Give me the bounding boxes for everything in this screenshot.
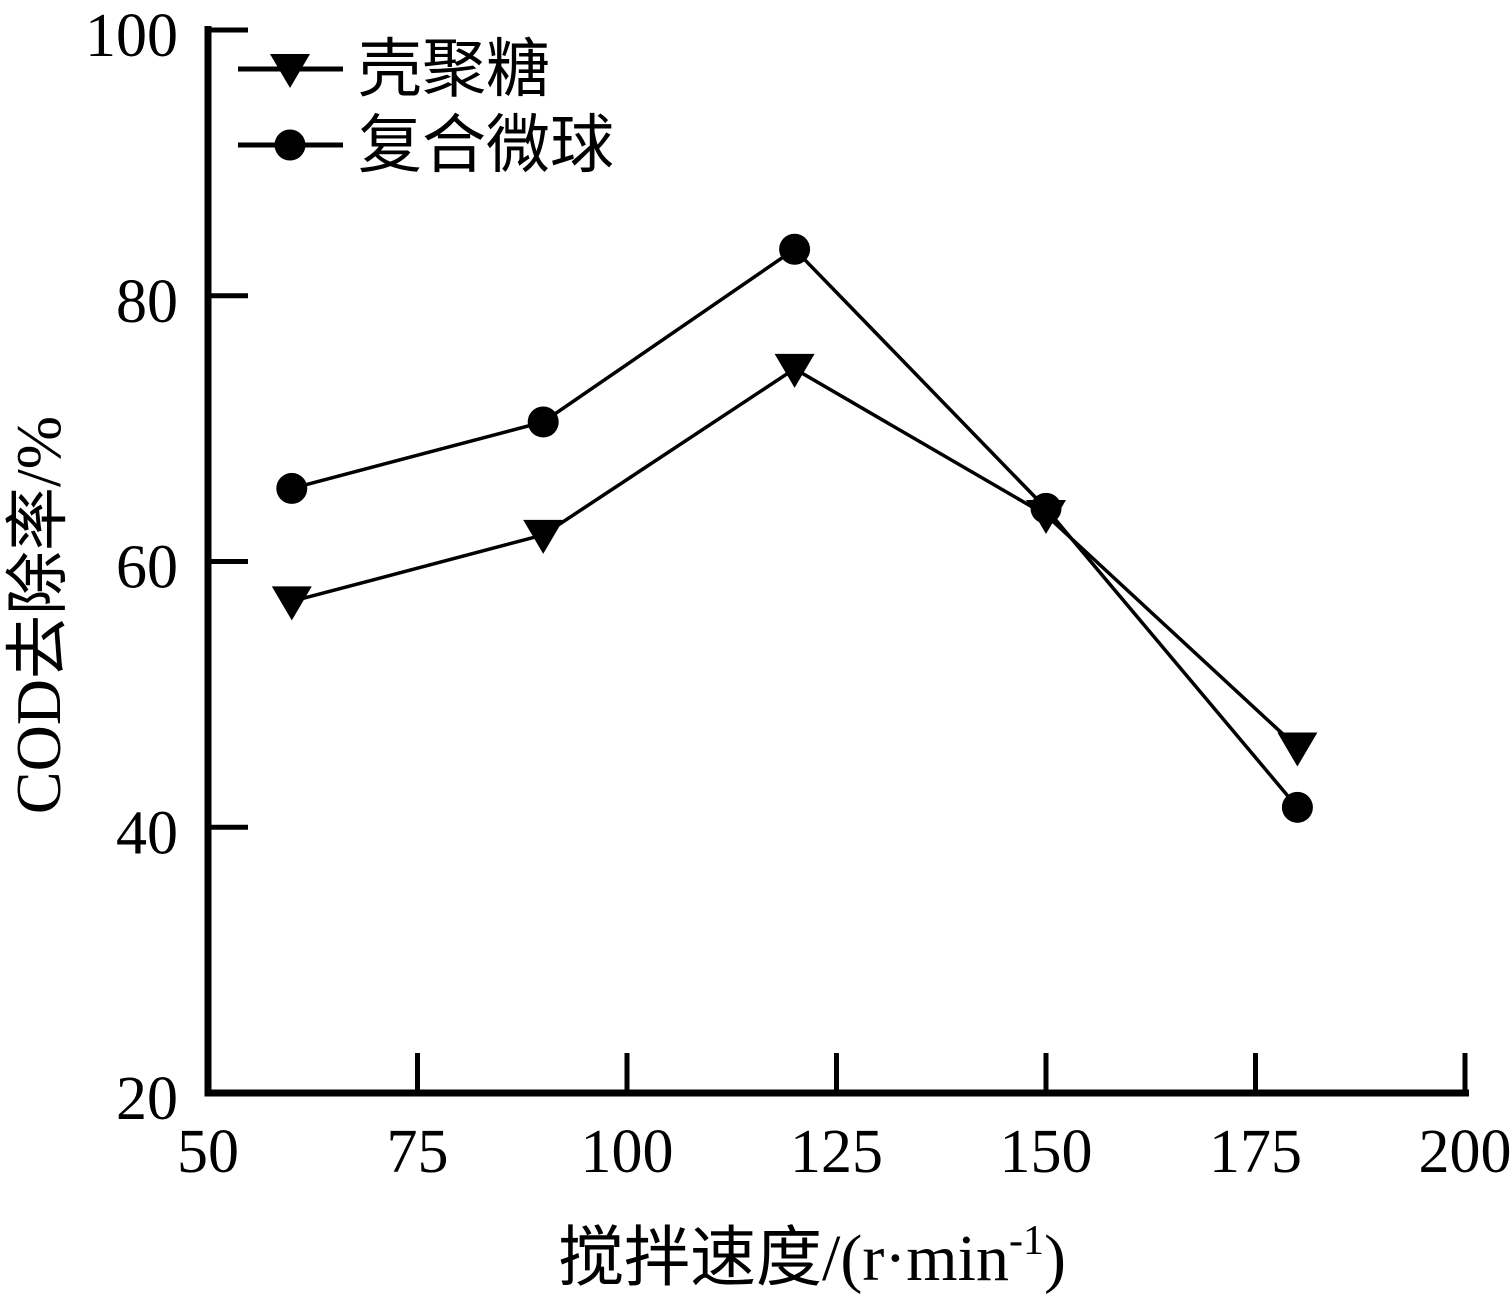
- series-0-point-triangle-down-marker: [523, 519, 564, 554]
- series-0-point-triangle-down-marker: [271, 586, 312, 621]
- y-tick-label-60: 60: [116, 534, 178, 602]
- series-line-1: [291, 246, 1299, 809]
- x-tick-label-100: 100: [581, 1118, 674, 1186]
- axis-lines: [204, 26, 1469, 1097]
- y-tick-label-20: 20: [116, 1065, 178, 1133]
- y-tick-label-100: 100: [85, 2, 178, 70]
- x-tick-label-125: 125: [790, 1118, 883, 1186]
- legend-label-1: 复合微球: [358, 110, 614, 181]
- series-1-point-circle-marker: [779, 233, 811, 265]
- legend-1-circle-marker: [274, 129, 306, 161]
- series-1-point-circle-marker: [1281, 791, 1313, 823]
- x-tick-label-75: 75: [387, 1118, 449, 1186]
- x-tick-label-50: 50: [177, 1118, 239, 1186]
- legend-label-0: 壳聚糖: [358, 34, 550, 105]
- y-axis-title: COD去除率/%: [3, 416, 74, 814]
- series-line-0: [291, 366, 1299, 749]
- x-tick-label-150: 150: [1000, 1118, 1093, 1186]
- series-0-point-triangle-down-marker: [1277, 732, 1318, 767]
- data-series: [271, 233, 1318, 823]
- x-tick-label-200: 200: [1419, 1118, 1512, 1186]
- axis-titles: COD去除率/% 搅拌速度/(r·min-1): [3, 416, 1066, 1295]
- series-0-point-triangle-down-marker: [774, 353, 815, 388]
- axis-ticks: [205, 27, 1468, 1096]
- x-tick-label-175: 175: [1209, 1118, 1302, 1186]
- y-tick-label-80: 80: [116, 268, 178, 336]
- series-1-point-circle-marker: [1030, 492, 1062, 524]
- x-axis-title: 搅拌速度/(r·min-1): [558, 1218, 1066, 1295]
- y-tick-label-40: 40: [116, 799, 178, 867]
- legend-0-triangle-down-marker: [270, 54, 310, 88]
- axes: [204, 26, 1469, 1097]
- tick-labels: 20 40 60 80 100 50 75 100 125 150 175 200: [85, 2, 1512, 1186]
- series-1-point-circle-marker: [276, 472, 308, 504]
- series-1-point-circle-marker: [527, 406, 559, 438]
